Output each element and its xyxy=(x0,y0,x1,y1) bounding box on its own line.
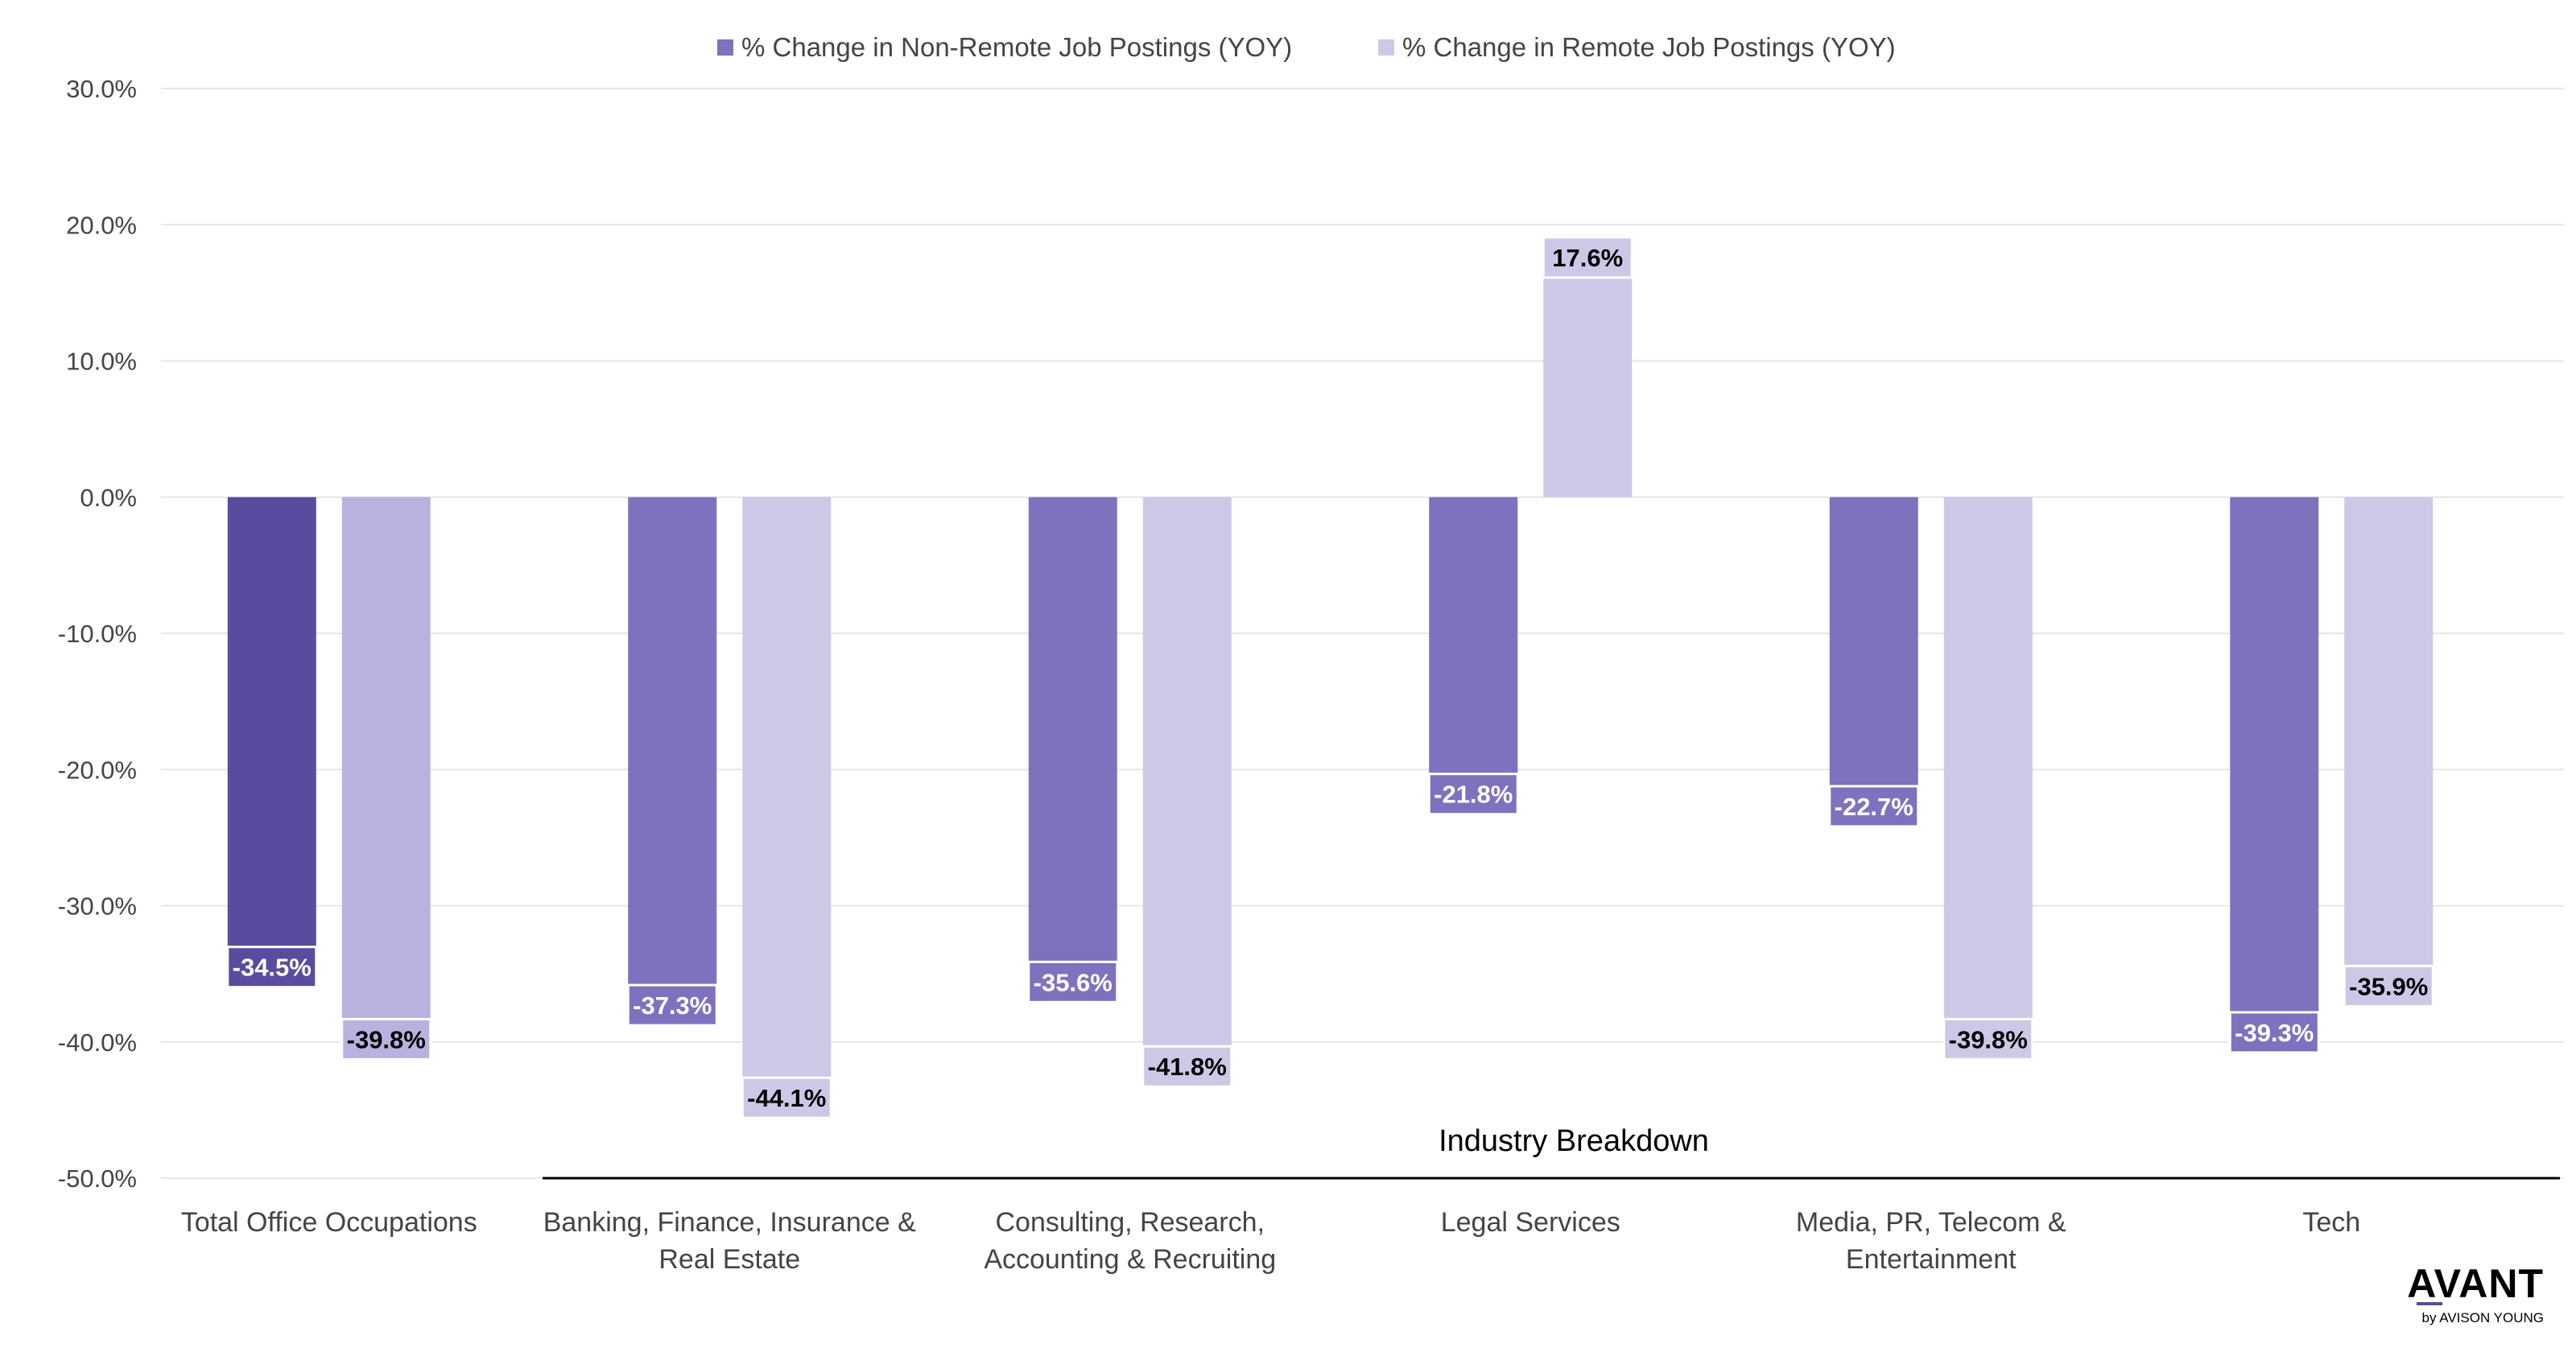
data-label-text: -34.5% xyxy=(233,954,312,982)
data-label-text: -21.8% xyxy=(1434,781,1513,809)
data-label-box xyxy=(341,1017,432,1061)
data-label-text: -41.8% xyxy=(1148,1053,1227,1081)
data-label-box xyxy=(226,946,318,989)
y-tick-label: 10.0% xyxy=(66,348,137,376)
brand-accent-bar xyxy=(2417,1302,2442,1305)
y-tick-label: -50.0% xyxy=(58,1164,137,1193)
data-labels: -34.5% -39.8% -37.3% -44.1% -35.6% -41.8% -21.… xyxy=(226,236,2434,1119)
data-label-box xyxy=(1828,785,1920,828)
data-label-text: -22.7% xyxy=(1835,793,1913,821)
bar-remote xyxy=(742,497,832,1098)
data-label-text: -37.3% xyxy=(633,991,712,1020)
data-label-box xyxy=(741,1076,832,1119)
x-category-label: Media, PR, Telecom & Entertainment xyxy=(1796,1207,2066,1275)
data-label-box xyxy=(1942,1017,2034,1061)
bar-remote xyxy=(1943,497,2033,1040)
data-label-text: -39.8% xyxy=(1949,1025,2028,1053)
y-tick-label: 30.0% xyxy=(66,75,137,103)
brand-logo: AVANT by AVISON YOUNG xyxy=(2407,1261,2544,1325)
data-label: -21.8% xyxy=(1427,773,1519,816)
bar-non-remote xyxy=(1429,497,1518,794)
brand-name: AVANT xyxy=(2407,1261,2544,1306)
legend-label-non-remote: % Change in Non-Remote Job Postings (YOY… xyxy=(741,32,1292,62)
legend-label-remote: % Change in Remote Job Postings (YOY) xyxy=(1402,32,1896,62)
bars xyxy=(227,257,2434,1098)
data-label-text: -39.8% xyxy=(347,1025,426,1053)
bar-non-remote xyxy=(1829,497,1918,806)
data-label-box xyxy=(1141,1045,1233,1088)
data-label-text: -44.1% xyxy=(747,1084,826,1112)
data-label: -41.8% xyxy=(1141,1045,1233,1088)
y-tick-label: -40.0% xyxy=(58,1028,137,1057)
data-label-text: -39.3% xyxy=(2235,1019,2314,1047)
x-category-label: Legal Services xyxy=(1441,1207,1620,1238)
data-label-text: -35.6% xyxy=(1034,968,1113,996)
bar-remote xyxy=(341,497,431,1040)
brand-sub: by AVISON YOUNG xyxy=(2422,1310,2544,1325)
data-label-box xyxy=(1542,236,1633,279)
x-axis-category-labels: Total Office Occupations Banking, Finance… xyxy=(181,1207,2360,1275)
y-tick-label: -10.0% xyxy=(58,620,137,648)
y-axis-tick-labels: 30.0% 20.0% 10.0% 0.0% -10.0% -20.0% -30.0% -40… xyxy=(58,75,137,1193)
data-label: -35.9% xyxy=(2343,964,2434,1008)
legend-swatch-non-remote xyxy=(717,39,733,56)
x-category-label: Total Office Occupations xyxy=(181,1207,477,1238)
data-label: -37.3% xyxy=(626,983,718,1027)
bar-remote xyxy=(1142,497,1232,1067)
bar-non-remote xyxy=(1028,497,1117,983)
bar-remote xyxy=(1543,257,1633,497)
x-category-label: Tech xyxy=(2302,1207,2360,1238)
data-label-box xyxy=(1427,773,1519,816)
industry-breakdown-annotation: Industry Breakdown xyxy=(543,1124,2560,1180)
legend: % Change in Non-Remote Job Postings (YOY… xyxy=(717,32,1896,62)
data-label: 17.6% xyxy=(1542,236,1633,279)
data-label: -39.8% xyxy=(341,1017,432,1061)
bar-remote xyxy=(2344,497,2434,987)
y-tick-label: -20.0% xyxy=(58,756,137,784)
y-tick-label: 0.0% xyxy=(80,484,137,512)
data-label: -35.6% xyxy=(1027,960,1119,1004)
bar-non-remote xyxy=(628,497,717,1006)
data-label: -34.5% xyxy=(226,946,318,989)
data-label: -44.1% xyxy=(741,1076,832,1119)
gridlines xyxy=(161,88,2564,1179)
data-label: -22.7% xyxy=(1828,785,1920,828)
industry-breakdown-label: Industry Breakdown xyxy=(1439,1124,1709,1158)
data-label: -39.3% xyxy=(2228,1011,2320,1054)
y-tick-label: -30.0% xyxy=(58,892,137,921)
data-label-box xyxy=(2228,1011,2320,1054)
data-label-box xyxy=(626,983,718,1027)
legend-swatch-remote xyxy=(1378,39,1394,56)
data-label: -39.8% xyxy=(1942,1017,2034,1061)
bar-non-remote xyxy=(227,497,316,967)
x-category-label: Consulting, Research, Accounting & Recrui… xyxy=(984,1207,1276,1275)
y-tick-label: 20.0% xyxy=(66,211,137,239)
x-category-label: Banking, Finance, Insurance & Real Estate xyxy=(543,1207,916,1275)
data-label-box xyxy=(1027,960,1119,1004)
data-label-text: -35.9% xyxy=(2349,972,2428,1000)
data-label-text: 17.6% xyxy=(1552,244,1623,272)
data-label-box xyxy=(2343,964,2434,1008)
bar-non-remote xyxy=(2230,497,2319,1033)
